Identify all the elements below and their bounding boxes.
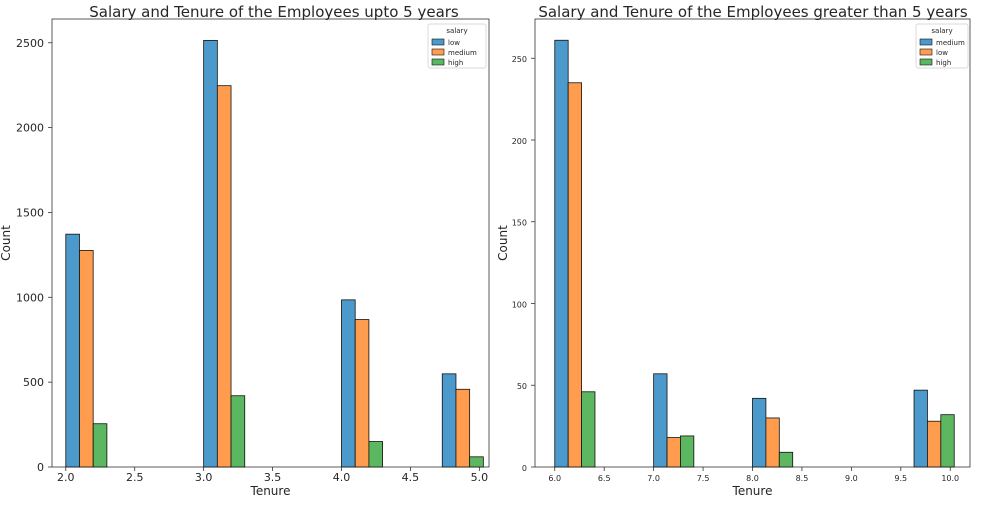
- bar-low-5: [441, 373, 457, 468]
- bar-medium-2: [79, 250, 94, 468]
- bar-medium-7: [653, 373, 668, 468]
- y-tick-label: 200: [512, 137, 527, 146]
- y-tick-label: 150: [512, 219, 527, 228]
- legend-swatch-low: [919, 48, 933, 56]
- x-tick-label: 2.5: [126, 471, 144, 484]
- x-axis-label: Tenure: [732, 484, 773, 498]
- chart-2: Salary and Tenure of the Employees great…: [496, 3, 971, 498]
- x-tick-label: 10.0: [941, 474, 959, 483]
- y-axis-label: Count: [0, 225, 13, 261]
- y-tick-label: 2000: [16, 122, 44, 135]
- bar-medium-4: [354, 319, 370, 468]
- x-tick-label: 6.0: [548, 474, 561, 483]
- legend-label-medium: medium: [448, 49, 477, 57]
- y-tick-label: 250: [512, 55, 527, 64]
- bar-low-7: [666, 437, 681, 468]
- legend-label-medium: medium: [936, 39, 965, 47]
- y-tick-label: 50: [517, 382, 527, 391]
- x-tick-label: 7.0: [647, 474, 660, 483]
- y-tick-label: 2500: [16, 37, 44, 50]
- y-tick-label: 500: [23, 376, 44, 389]
- bar-low-6: [567, 82, 582, 468]
- legend-label-low: low: [448, 39, 460, 47]
- y-tick-label: 0: [522, 464, 527, 473]
- chart-title: Salary and Tenure of the Employees upto …: [89, 3, 459, 21]
- x-tick-label: 9.5: [894, 474, 907, 483]
- x-tick-label: 8.0: [746, 474, 759, 483]
- legend: salary low medium high: [427, 23, 487, 69]
- legend-swatch-high: [919, 58, 933, 66]
- bar-high-7: [680, 435, 695, 468]
- x-tick-label: 7.5: [697, 474, 710, 483]
- plot-frame: [51, 18, 490, 468]
- legend-title: salary: [446, 27, 467, 35]
- bar-medium-5: [455, 388, 471, 468]
- chart-title: Salary and Tenure of the Employees great…: [538, 3, 968, 21]
- bar-low-3: [203, 39, 218, 468]
- legend: salary medium low high: [915, 23, 969, 69]
- bar-high-10: [940, 414, 955, 468]
- bar-high-5: [469, 456, 484, 468]
- bar-low-4: [341, 299, 356, 468]
- bar-low-10: [927, 420, 942, 468]
- bar-medium-8: [752, 397, 767, 468]
- x-tick-label: 3.5: [264, 471, 282, 484]
- bar-high-3: [230, 395, 246, 468]
- chart-1: Salary and Tenure of the Employees upto …: [0, 3, 490, 498]
- legend-swatch-medium: [431, 48, 445, 56]
- bar-high-6: [581, 391, 596, 468]
- y-tick-label: 100: [512, 300, 527, 309]
- x-tick-label: 9.0: [845, 474, 858, 483]
- x-tick-label: 5.0: [471, 471, 489, 484]
- x-tick-label: 4.0: [333, 471, 351, 484]
- x-tick-label: 6.5: [598, 474, 611, 483]
- legend-swatch-low: [431, 38, 445, 46]
- legend-swatch-high: [431, 58, 445, 66]
- y-axis-label: Count: [496, 225, 510, 261]
- bar-medium-6: [554, 39, 569, 468]
- y-tick-label: 1000: [16, 291, 44, 304]
- legend-title: salary: [931, 27, 952, 35]
- bar-medium-3: [216, 85, 232, 468]
- bar-medium-10: [913, 389, 928, 468]
- legend-box: [915, 23, 969, 69]
- legend-label-high: high: [448, 59, 463, 67]
- y-tick-label: 1500: [16, 206, 44, 219]
- y-tick-label: 0: [37, 461, 44, 474]
- x-tick-label: 4.5: [402, 471, 420, 484]
- x-tick-label: 3.0: [195, 471, 213, 484]
- legend-label-low: low: [936, 49, 948, 57]
- legend-label-high: high: [936, 59, 951, 67]
- legend-swatch-medium: [919, 38, 933, 46]
- bar-low-8: [765, 417, 780, 468]
- bar-high-4: [368, 441, 383, 468]
- x-tick-label: 2.0: [57, 471, 75, 484]
- bar-high-8: [778, 451, 794, 468]
- x-axis-label: Tenure: [250, 484, 291, 498]
- x-tick-label: 8.5: [796, 474, 809, 483]
- bar-high-2: [92, 423, 108, 468]
- legend-box: [427, 23, 487, 69]
- bar-low-2: [65, 233, 80, 468]
